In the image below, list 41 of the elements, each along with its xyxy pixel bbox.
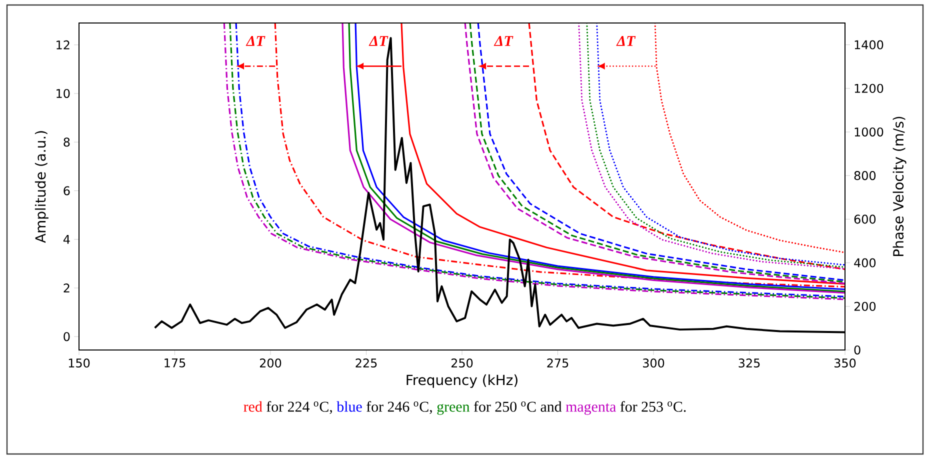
text: for 250 $^{o}$C and [474, 401, 562, 412]
y2-axis-title: Phase Velocity (m/s) [892, 116, 906, 256]
y2-tick-label: 800 [854, 171, 876, 180]
x-tick-label: 175 [164, 358, 186, 368]
x-tick-label: 300 [643, 358, 664, 368]
text: magenta [566, 403, 616, 415]
text: blue [336, 401, 362, 412]
y-tick-label: 12 [56, 40, 70, 50]
y-tick-label: 2 [64, 284, 70, 292]
y2-tick-label: 400 [854, 258, 876, 268]
x-tick-label: 200 [260, 358, 282, 368]
y-axis-title: Amplitude (a.u.) [34, 131, 48, 243]
y-tick-label: 4 [63, 235, 70, 244]
x-tick-label: 225 [356, 358, 377, 368]
y2-tick-label: 0 [854, 345, 860, 355]
text: for 246 $^{o}$C, [366, 401, 432, 414]
y2-tick-label: 1000 [854, 127, 884, 137]
annotation: ΔT [494, 36, 514, 46]
x-tick-label: 150 [68, 358, 90, 368]
text: red [244, 401, 262, 412]
text: green [437, 404, 470, 415]
y2-tick-label: 200 [854, 302, 876, 311]
y2-tick-label: 1400 [854, 40, 884, 50]
y-tick-label: 6 [64, 186, 70, 196]
text: for 224 $^{o}$C, [266, 401, 332, 414]
annotation: ΔT [246, 36, 266, 46]
x-axis-title: Frequency (kHz) [406, 374, 518, 388]
y-tick-label: 10 [56, 88, 70, 98]
line-series [528, 22, 846, 270]
x-tick-label: 250 [451, 358, 473, 368]
annotation: ΔT [368, 36, 388, 46]
x-tick-label: 325 [738, 358, 760, 368]
y-tick-label: 8 [64, 138, 70, 147]
x-tick-label: 350 [834, 358, 856, 368]
annotation: ΔT [616, 36, 636, 46]
x-tick-label: 275 [547, 358, 568, 368]
text: for 253 $^{o}$C. [620, 401, 686, 412]
y-tick-label: 0 [64, 332, 70, 342]
line-series [654, 22, 846, 254]
y2-tick-label: 600 [854, 214, 876, 224]
y2-tick-label: 1200 [854, 84, 884, 93]
